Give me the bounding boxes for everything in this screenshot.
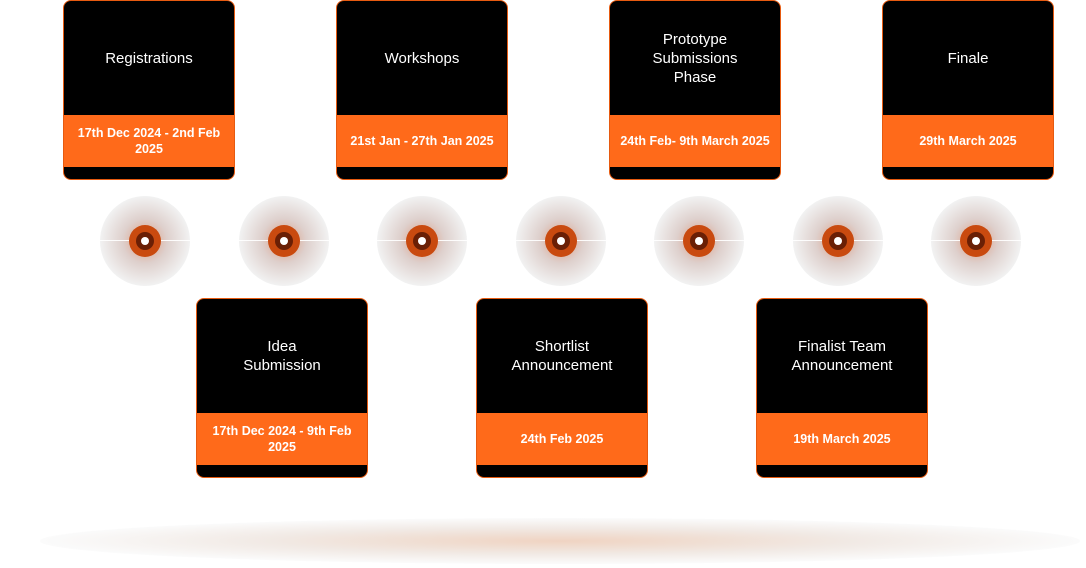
event-date: 21st Jan - 27th Jan 2025 (337, 115, 507, 167)
marker-ring (822, 225, 854, 257)
event-card-workshops: Workshops 21st Jan - 27th Jan 2025 (336, 0, 508, 180)
marker-ring (545, 225, 577, 257)
event-date: 17th Dec 2024 - 9th Feb 2025 (197, 413, 367, 465)
event-date: 24th Feb- 9th March 2025 (610, 115, 780, 167)
event-date: 17th Dec 2024 - 2nd Feb 2025 (64, 115, 234, 167)
event-card-prototype-submissions: Prototype Submissions Phase 24th Feb- 9t… (609, 0, 781, 180)
marker-ring (268, 225, 300, 257)
event-title: Idea Submission (243, 338, 321, 374)
event-title: Shortlist Announcement (511, 338, 613, 374)
event-card-finale: Finale 29th March 2025 (882, 0, 1054, 180)
marker-ring (406, 225, 438, 257)
timeline-marker-icon (239, 196, 329, 286)
timeline-marker-icon (516, 196, 606, 286)
event-card-shortlist-announcement: Shortlist Announcement 24th Feb 2025 (476, 298, 648, 478)
timeline-marker-icon (654, 196, 744, 286)
marker-ring (960, 225, 992, 257)
event-card-finalist-announcement: Finalist Team Announcement 19th March 20… (756, 298, 928, 478)
event-date: 24th Feb 2025 (477, 413, 647, 465)
floor-shadow (40, 518, 1080, 564)
event-card-idea-submission: Idea Submission 17th Dec 2024 - 9th Feb … (196, 298, 368, 478)
event-title: Prototype Submissions Phase (652, 30, 738, 86)
timeline-marker-icon (377, 196, 467, 286)
event-date: 29th March 2025 (883, 115, 1053, 167)
marker-ring (129, 225, 161, 257)
event-title: Finale (947, 49, 989, 67)
timeline-marker-icon (100, 196, 190, 286)
event-card-registrations: Registrations 17th Dec 2024 - 2nd Feb 20… (63, 0, 235, 180)
marker-ring (683, 225, 715, 257)
timeline-marker-icon (793, 196, 883, 286)
event-title: Registrations (105, 49, 193, 67)
event-date: 19th March 2025 (757, 413, 927, 465)
event-title: Workshops (384, 49, 460, 67)
timeline-marker-icon (931, 196, 1021, 286)
event-title: Finalist Team Announcement (791, 338, 893, 374)
